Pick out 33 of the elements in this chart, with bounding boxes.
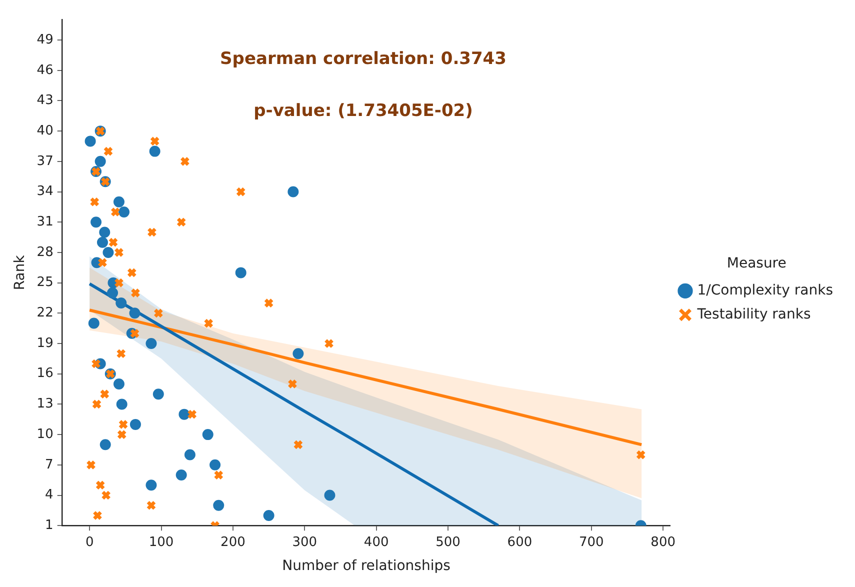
y-tick-label: 28: [36, 244, 54, 260]
x-tick-label: 800: [650, 534, 676, 550]
legend-label: Testability ranks: [696, 306, 811, 323]
y-tick-label: 34: [36, 184, 54, 200]
y-tick-label: 25: [36, 275, 54, 290]
y-tick-label: 7: [45, 457, 54, 472]
legend-title: Measure: [726, 256, 786, 272]
x-tick-label: 400: [364, 534, 389, 550]
x-tick-label: 0: [85, 534, 94, 550]
y-tick-label: 40: [36, 123, 54, 138]
y-axis-title: Rank: [12, 254, 28, 290]
annotation: Spearman correlation: 0.3743: [220, 49, 506, 70]
y-tick-label: 10: [36, 426, 54, 442]
legend-label: 1/Complexity ranks: [697, 282, 834, 299]
x-tick-label: 200: [220, 534, 246, 550]
x-tick-label: 100: [148, 534, 174, 550]
annotation: p-value: (1.73405E-02): [254, 101, 473, 122]
y-tick-label: 13: [36, 396, 54, 412]
y-tick-label: 22: [36, 306, 54, 321]
x-tick-label: 600: [507, 534, 532, 550]
y-tick-label: 43: [36, 93, 54, 108]
x-axis-title: Number of relationships: [282, 558, 450, 574]
y-tick-label: 37: [36, 154, 54, 169]
y-tick-label: 4: [45, 488, 54, 503]
y-tick-label: 1: [45, 518, 54, 533]
x-tick-label: 300: [292, 534, 318, 550]
y-tick-label: 19: [36, 336, 54, 351]
y-tick-label: 16: [36, 366, 54, 382]
x-tick-label: 500: [436, 534, 460, 550]
y-tick-label: 31: [36, 214, 54, 230]
x-tick-label: 700: [578, 534, 604, 550]
y-tick-label: 49: [36, 32, 54, 48]
y-tick-label: 46: [36, 62, 54, 78]
